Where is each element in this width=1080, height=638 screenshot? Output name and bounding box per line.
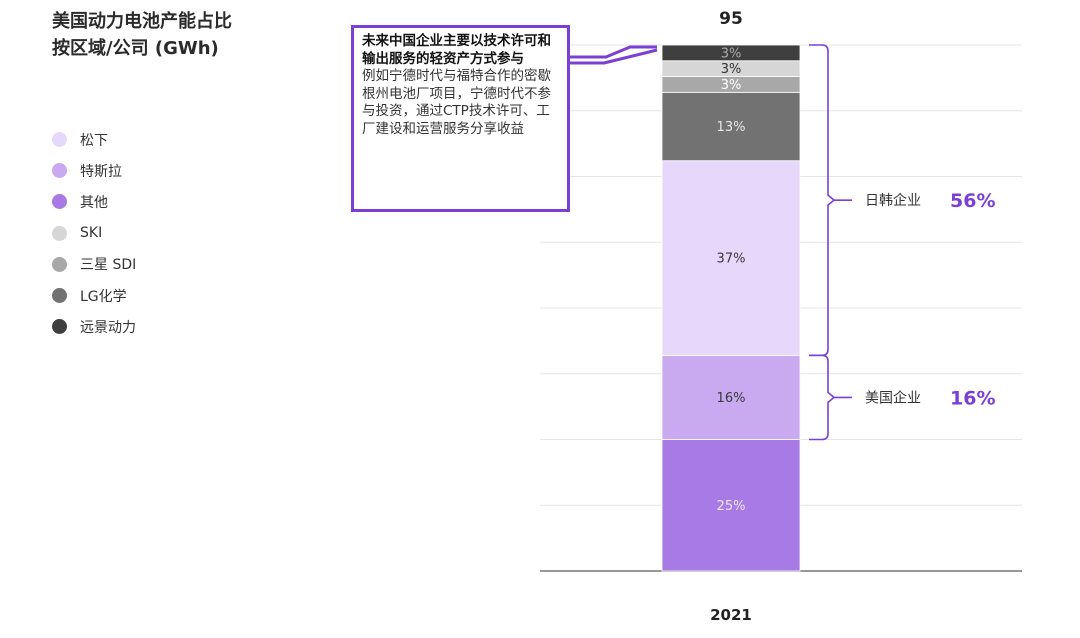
bar-segment-特斯拉 [661,354,801,440]
legend-label: 特斯拉 [80,163,122,180]
data-label-松下: 37% [717,252,746,267]
bracket-us [809,354,836,441]
legend-swatch [52,256,67,272]
data-label-特斯拉: 16% [717,391,746,406]
data-label-ski: 3% [721,62,742,77]
legend-item: LG化学 [52,280,136,311]
legend-swatch [52,319,67,335]
bar-segment-lg化学 [661,91,801,162]
annotation-body-text: 例如宁德时代与福特合作的密歇根州电池厂项目，宁德时代不参与投资，通过CTP技术许… [362,68,551,137]
legend-item: 特斯拉 [52,155,136,186]
chart-title-line2: 按区域/公司 (GWh) [52,38,219,59]
bar-segment-其他 [661,439,801,572]
legend-item: 其他 [52,186,136,217]
legend-label: 其他 [80,194,108,211]
annotation-bold-text: 未来中国企业主要以技术许可和输出服务的轻资产方式参与 [362,33,551,67]
legend-item: 三星 SDI [52,249,136,280]
bracket-label: 美国企业 [865,389,921,406]
annotation-pointer-lower [566,48,658,65]
legend-label: 三星 SDI [80,257,137,274]
legend-item: 松下 [52,124,136,155]
total-label: 95 [719,9,743,29]
bar-segment-远景动力 [661,44,801,62]
data-label-远景动力: 3% [721,46,742,61]
legend-swatch [52,225,67,241]
data-label-三星-sdi: 3% [721,78,742,93]
legend-label: 远景动力 [80,319,136,336]
chart-title: 美国动力电池产能占比 按区域/公司 (GWh) [52,8,232,62]
bar-segment-松下 [661,160,801,356]
chart-title-line1: 美国动力电池产能占比 [52,11,232,32]
legend-label: 松下 [80,132,108,149]
legend-swatch [52,194,67,210]
legend-swatch [52,132,67,148]
data-label-lg化学: 13% [717,120,746,135]
bracket-percent: 16% [950,387,995,409]
legend-item: SKI [52,218,136,249]
legend-swatch [52,163,67,179]
bracket-label: 日韩企业 [865,192,921,209]
legend: 松下特斯拉其他 SKI 三星 SDI LG化学远景动力 [52,124,136,342]
annotation-box: 未来中国企业主要以技术许可和输出服务的轻资产方式参与 例如宁德时代与福特合作的密… [351,25,570,212]
legend-item: 远景动力 [52,311,136,342]
legend-swatch [52,288,67,304]
data-label-其他: 25% [717,499,746,514]
bracket-percent: 56% [950,190,995,212]
bracket-japan-korea [809,44,836,357]
legend-label: SKI [80,225,103,242]
annotation-pointer-upper [566,45,657,59]
legend-label: LG化学 [80,288,127,305]
x-tick-label: 2021 [710,606,752,624]
